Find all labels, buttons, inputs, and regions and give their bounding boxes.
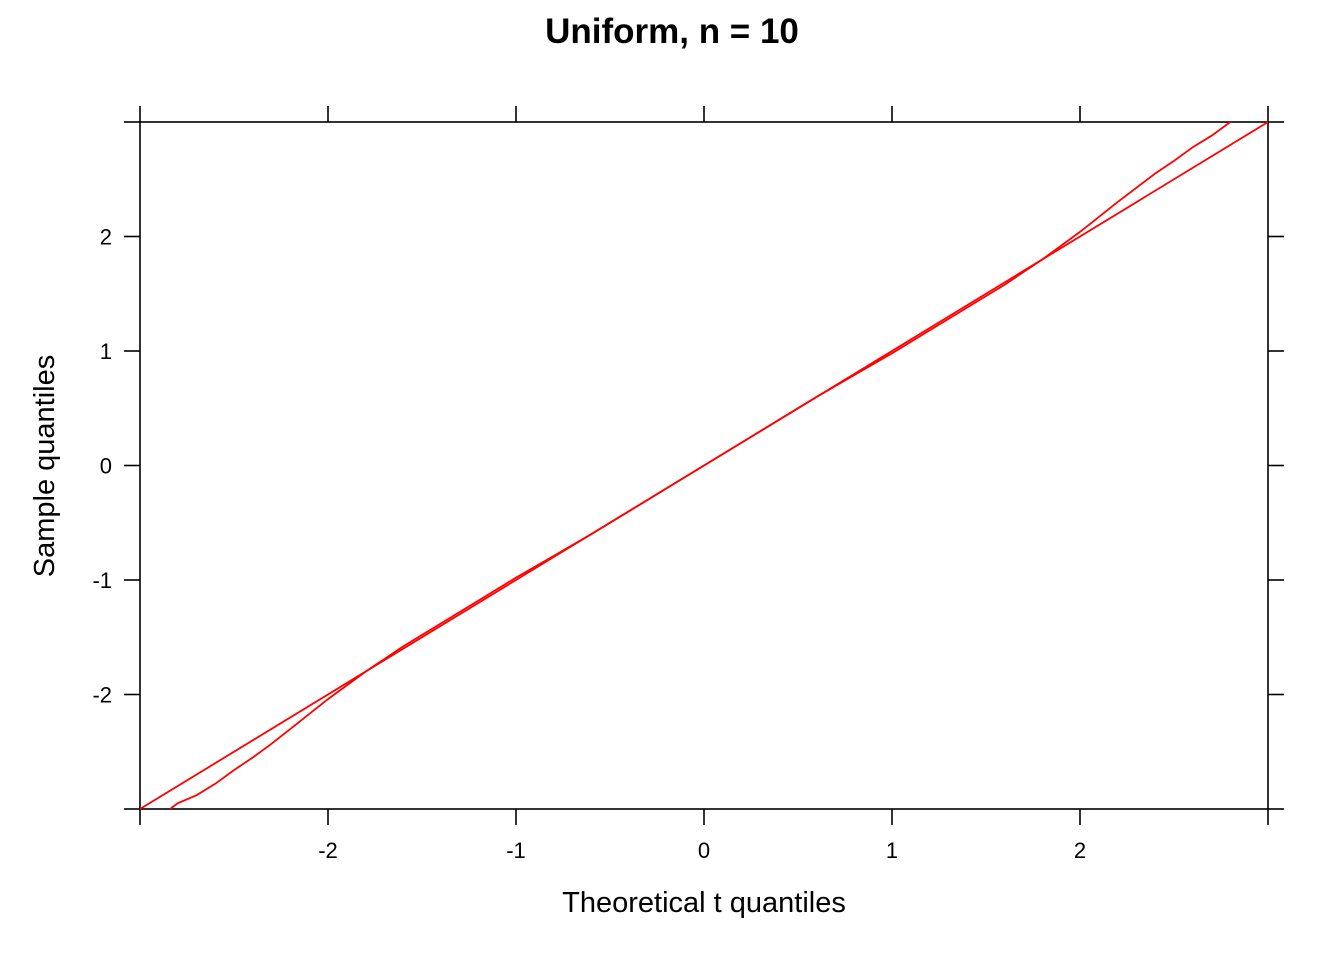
y-axis-ticks [124,121,1284,810]
y-tick-label: 0 [100,454,112,479]
chart-title: Uniform, n = 10 [545,12,799,51]
y-tick-label: -2 [92,683,112,708]
y-axis-label: Sample quantiles [29,355,61,577]
y-axis-tick-labels: -2 -1 0 1 2 [92,225,112,708]
sample-quantile-line [169,121,1231,810]
x-axis-ticks [139,106,1269,825]
x-tick-label: -1 [506,838,526,863]
x-tick-label: 2 [1074,838,1086,863]
y-tick-label: -1 [92,568,112,593]
x-axis-label: Theoretical t quantiles [562,887,846,919]
x-tick-label: -2 [318,838,338,863]
y-tick-label: 2 [100,225,112,250]
series-layer [139,121,1269,810]
x-tick-label: 1 [886,838,898,863]
x-axis-tick-labels: -2 -1 0 1 2 [318,838,1086,863]
x-tick-label: 0 [698,838,710,863]
reference-line [139,121,1269,810]
y-tick-label: 1 [100,339,112,364]
